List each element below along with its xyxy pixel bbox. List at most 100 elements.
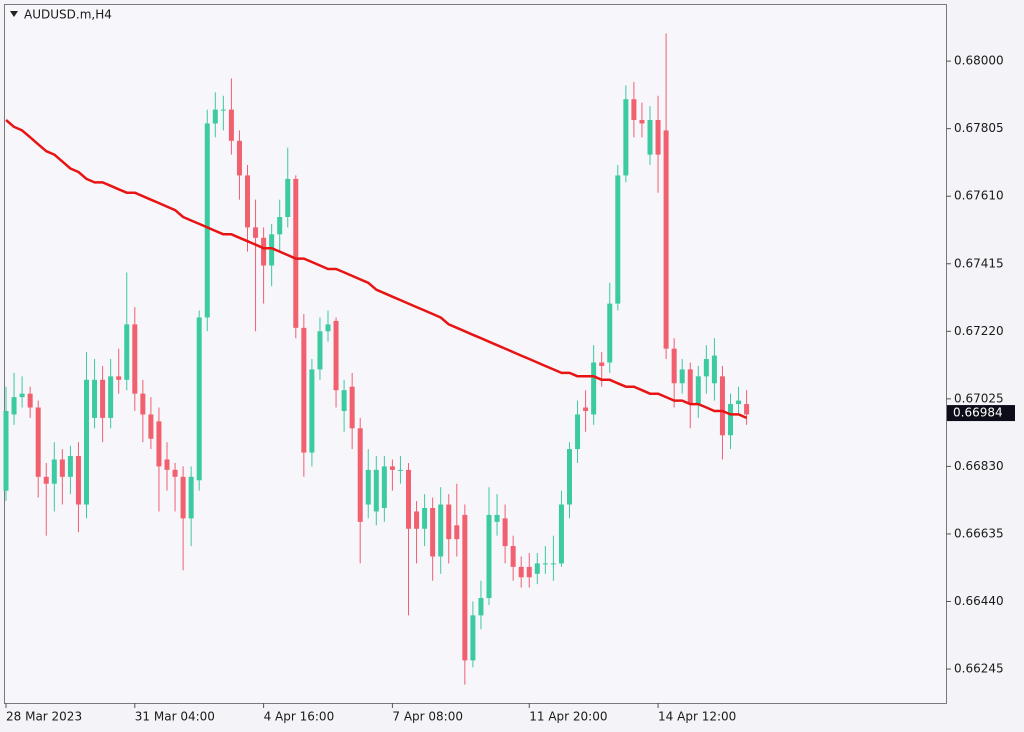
- candle-body: [494, 514, 500, 522]
- candle-body: [164, 459, 170, 470]
- candle-body: [333, 320, 339, 391]
- candle-body: [744, 404, 750, 415]
- candle-body: [325, 324, 331, 332]
- y-tick-label: 0.66245: [954, 662, 1004, 676]
- y-tick-label: 0.67025: [954, 391, 1004, 405]
- candle-body: [599, 362, 605, 366]
- candle-body: [317, 331, 323, 370]
- candle-body: [285, 178, 291, 217]
- candle-body: [478, 598, 484, 616]
- candle-body: [100, 379, 106, 418]
- candle-body: [422, 507, 428, 529]
- y-tick-label: 0.68000: [954, 54, 1004, 68]
- candle-body: [116, 376, 122, 380]
- candle-body: [75, 456, 81, 505]
- candle-body: [172, 469, 178, 477]
- candle-body: [309, 369, 315, 453]
- candle-body: [156, 421, 162, 467]
- candle-body: [140, 393, 146, 415]
- candle-body: [655, 120, 661, 155]
- candle-body: [349, 386, 355, 429]
- chart-title: AUDUSD.m,H4: [24, 8, 112, 22]
- candle-body: [671, 348, 677, 384]
- candle-body: [67, 456, 73, 477]
- candle-body: [188, 476, 194, 519]
- candle-body: [108, 376, 114, 418]
- candle-body: [180, 476, 186, 519]
- candle-body: [695, 376, 701, 405]
- candle-body: [518, 566, 524, 578]
- candle-body: [301, 327, 307, 453]
- candle-body: [438, 504, 444, 557]
- candle-body: [51, 459, 57, 484]
- candle-body: [389, 466, 395, 470]
- candle-body: [623, 99, 629, 176]
- candle-body: [236, 140, 242, 176]
- menu-triangle[interactable]: [10, 11, 18, 17]
- candle-body: [703, 359, 709, 377]
- candle-body: [43, 476, 49, 484]
- last-price-label: 0.66984: [953, 406, 1003, 420]
- candle-body: [357, 428, 363, 522]
- candle-body: [35, 407, 41, 477]
- candle-body: [567, 449, 572, 505]
- candle-body: [406, 469, 411, 529]
- candle-body: [550, 563, 556, 565]
- candle-body: [687, 369, 693, 405]
- x-tick-label: 28 Mar 2023: [6, 710, 82, 724]
- candle-body: [341, 390, 347, 411]
- y-tick-label: 0.66830: [954, 459, 1004, 473]
- moving-average: [5, 119, 748, 420]
- candle-body: [526, 566, 532, 578]
- candle-body: [27, 393, 33, 408]
- candle-body: [373, 469, 379, 512]
- y-tick-label: 0.66440: [954, 594, 1004, 608]
- candle-body: [583, 407, 589, 411]
- candle-body: [639, 120, 645, 124]
- x-tick-label: 11 Apr 20:00: [529, 710, 607, 724]
- candle-body: [261, 237, 267, 266]
- candle-body: [454, 525, 460, 540]
- candle-body: [92, 379, 98, 418]
- candle-body: [414, 511, 420, 529]
- candle-body: [132, 324, 138, 394]
- candle-body: [510, 546, 516, 567]
- y-tick-label: 0.66635: [954, 526, 1004, 540]
- candle-body: [631, 99, 637, 121]
- candle-body: [84, 379, 89, 505]
- candle-body: [253, 227, 259, 238]
- candle-body: [502, 518, 508, 547]
- candle-body: [486, 514, 492, 599]
- candle-body: [534, 563, 540, 574]
- candle-body: [558, 504, 564, 564]
- candle-body: [470, 615, 476, 661]
- y-tick-label: 0.67610: [954, 189, 1004, 203]
- candle-body: [148, 414, 154, 439]
- candle-body: [277, 216, 283, 235]
- x-tick-label: 31 Mar 04:00: [135, 710, 215, 724]
- candle-body: [204, 123, 210, 318]
- candle-body: [397, 469, 403, 471]
- candle-body: [59, 459, 65, 477]
- candle-body: [220, 109, 226, 111]
- candle-body: [269, 234, 275, 266]
- candle-body: [607, 303, 613, 363]
- candle-body: [591, 362, 597, 415]
- candle-body: [542, 563, 548, 565]
- candle-body: [212, 109, 218, 124]
- candle-body: [365, 469, 371, 505]
- x-tick-label: 14 Apr 12:00: [658, 710, 736, 724]
- candle-body: [736, 400, 742, 405]
- candle-body: [575, 414, 581, 450]
- y-tick-label: 0.67805: [954, 121, 1004, 135]
- plot-frame: [4, 4, 947, 704]
- candle-body: [19, 393, 25, 398]
- candle-body: [124, 324, 130, 380]
- y-tick-label: 0.67220: [954, 324, 1004, 338]
- candle-body: [228, 109, 234, 141]
- last-price-box: [947, 405, 1015, 422]
- candle-body: [11, 397, 17, 415]
- candle-body: [462, 514, 468, 661]
- candle-body: [647, 120, 653, 155]
